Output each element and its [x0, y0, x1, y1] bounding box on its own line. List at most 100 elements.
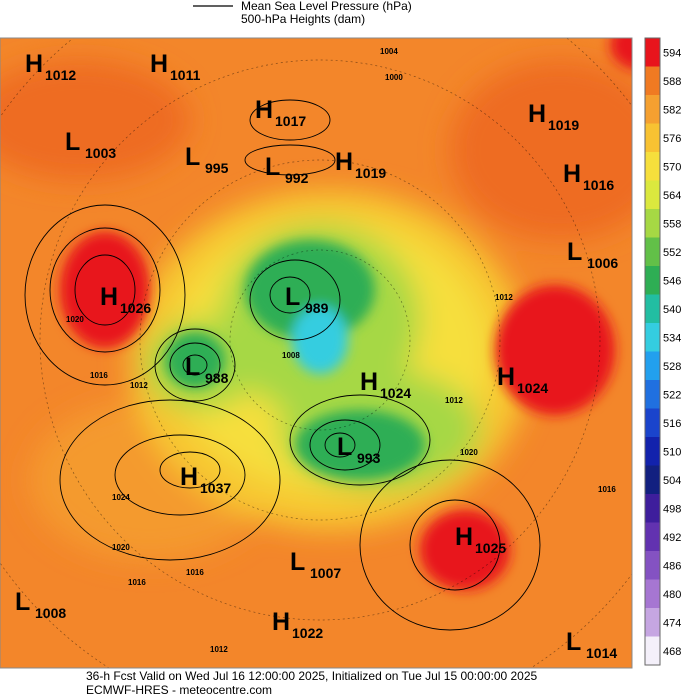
center-letter: H	[563, 160, 581, 188]
colorbar-label: 486	[663, 560, 681, 572]
center-letter: L	[15, 588, 30, 616]
contour-label: 1012	[445, 396, 463, 405]
center-value: 1007	[310, 565, 341, 581]
center-letter: L	[337, 433, 352, 461]
colorbar-label: 510	[663, 446, 681, 458]
colorbar-label: 528	[663, 361, 681, 373]
center-letter: H	[100, 283, 118, 311]
center-value: 1011	[170, 67, 201, 83]
map-frame	[0, 37, 633, 669]
pressure-center: L 993	[337, 433, 381, 466]
colorbar-label: 504	[663, 475, 681, 487]
center-value: 1037	[200, 480, 231, 496]
center-value: 995	[205, 160, 229, 176]
center-value: 993	[357, 450, 381, 466]
contour-label: 1020	[66, 315, 84, 324]
contour-label: 1016	[598, 485, 616, 494]
pressure-center: L 988	[185, 353, 229, 386]
height-cores	[60, 38, 632, 590]
colorbar-label: 588	[663, 76, 681, 88]
pressure-center: L 1006	[567, 238, 618, 271]
pressure-center: L 1003	[65, 128, 116, 161]
pressure-center: L 995	[185, 143, 229, 176]
center-letter: H	[272, 608, 290, 636]
colorbar-swatch	[645, 38, 660, 67]
center-value: 992	[285, 170, 309, 186]
pressure-center: H 1017	[255, 96, 306, 129]
colorbar-swatch	[645, 579, 660, 609]
colorbar-label: 594	[663, 47, 681, 59]
pressure-center: H 1025	[455, 523, 506, 556]
footer-text: 36-h Fcst Valid on Wed Jul 16 12:00:00 2…	[86, 669, 538, 683]
center-letter: H	[455, 523, 473, 551]
colorbar-label: 570	[663, 161, 681, 173]
contour-label: 1016	[128, 578, 146, 587]
colorbar-swatch	[645, 408, 660, 438]
colorbar-swatch	[645, 437, 660, 466]
contour-label: 1012	[130, 381, 148, 390]
colorbar-swatch	[645, 123, 660, 153]
colorbar-label: 522	[663, 389, 681, 401]
colorbar-swatch	[645, 66, 660, 96]
colorbar-swatch	[645, 465, 660, 495]
center-value: 1016	[583, 177, 614, 193]
colorbar-label: 492	[663, 532, 681, 544]
colorbar-label: 582	[663, 104, 681, 116]
colorbar-swatch	[645, 380, 660, 409]
center-value: 1003	[85, 145, 116, 161]
pressure-center: L 992	[265, 153, 309, 186]
center-value: 1019	[355, 165, 386, 181]
colorbar-label: 480	[663, 589, 681, 601]
colorbar-swatch	[645, 323, 660, 352]
colorbar-label: 516	[663, 418, 681, 430]
colorbar-frame	[644, 37, 661, 666]
pressure-center: H 1037	[180, 463, 231, 496]
colorbar-label: 498	[663, 503, 681, 515]
colorbar-label: 546	[663, 275, 681, 287]
pressure-center: L 1014	[566, 628, 617, 661]
colorbar-label: 576	[663, 133, 681, 145]
contour-label: 1008	[282, 351, 300, 360]
colorbar-swatch	[645, 209, 660, 238]
center-letter: L	[265, 153, 280, 181]
center-value: 1017	[275, 113, 306, 129]
colorbar-label: 558	[663, 218, 681, 230]
colorbar-swatch	[645, 551, 660, 580]
pressure-center: H 1012	[25, 50, 76, 83]
center-letter: H	[255, 96, 273, 124]
contour-label: 1024	[112, 493, 130, 502]
center-letter: L	[185, 353, 200, 381]
center-letter: H	[25, 50, 43, 78]
center-letter: H	[150, 50, 168, 78]
center-letter: L	[566, 628, 581, 656]
colorbar-swatch	[645, 522, 660, 552]
colorbar-label: 468	[663, 646, 681, 658]
pressure-center: H 1019	[335, 148, 386, 181]
contour-label: 1020	[460, 448, 478, 457]
colorbar-swatch	[645, 294, 660, 324]
pressure-center: H 1024	[360, 368, 411, 401]
center-value: 1025	[475, 540, 506, 556]
center-value: 1022	[292, 625, 323, 641]
center-letter: L	[65, 128, 80, 156]
colorbar-swatch	[645, 95, 660, 124]
contour-label: 1012	[495, 293, 513, 302]
contour-label: 1012	[210, 645, 228, 654]
center-letter: H	[497, 363, 515, 391]
legend-text: Mean Sea Level Pressure (hPa)	[241, 0, 412, 13]
center-letter: H	[528, 100, 546, 128]
center-letter: H	[335, 148, 353, 176]
colorbar-swatch	[645, 494, 660, 523]
colorbar-label: 534	[663, 332, 681, 344]
legend-text: 500-hPa Heights (dam)	[241, 12, 365, 26]
colorbar-swatch	[645, 266, 660, 295]
center-value: 1014	[586, 645, 617, 661]
pressure-center: H 1026	[100, 283, 151, 316]
center-letter: L	[285, 283, 300, 311]
center-value: 1006	[587, 255, 618, 271]
colorbar-swatch	[645, 180, 660, 210]
colorbar-swatch	[645, 351, 660, 381]
